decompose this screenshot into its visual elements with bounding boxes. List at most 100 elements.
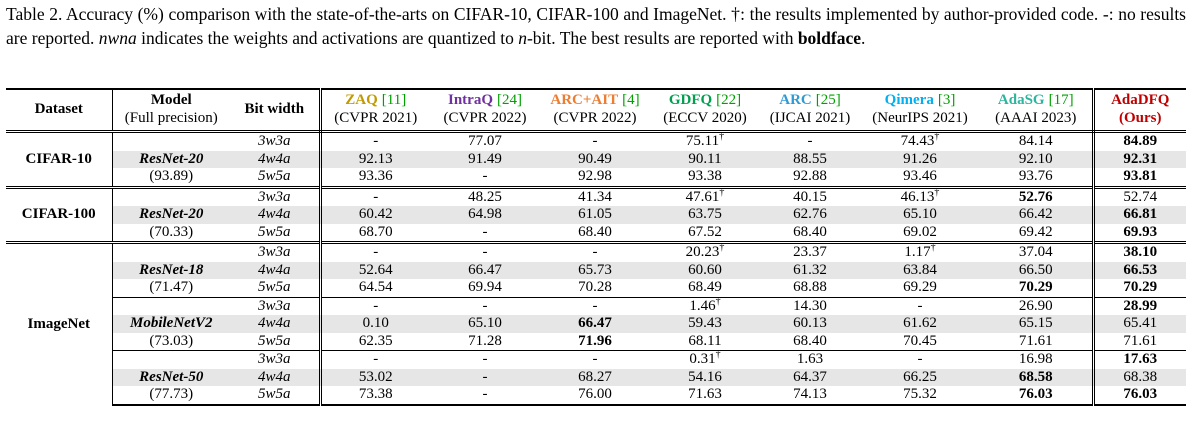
table-row: ResNet-18 4w4a 52.64 66.47 65.73 60.60 61.32 63… — [6, 261, 1186, 279]
method-name: AdaDFQ — [1111, 92, 1170, 108]
method-ref: [25] — [815, 92, 841, 108]
value-cell: 71.61 — [1123, 332, 1158, 349]
header-cell: ZAQ [11] (CVPR 2021) — [320, 88, 430, 133]
value-cell: 65.10 — [430, 315, 540, 333]
method-venue: (CVPR 2021) — [334, 109, 418, 126]
value-cell: 0.31† — [650, 350, 760, 369]
model-fp: (71.47) — [149, 279, 194, 295]
caption-text: n — [518, 28, 527, 48]
value-cell: 70.29 — [1093, 279, 1186, 297]
value-cell: 92.10 — [980, 150, 1095, 168]
header-cell: GDFQ [22] (ECCV 2020) — [650, 88, 760, 133]
value-text: 76.03 — [1018, 386, 1053, 402]
value-cell: 68.88 — [793, 279, 827, 295]
value-cell: - — [430, 296, 540, 315]
bit-width: 5w5a — [230, 332, 322, 351]
value-text: 46.13 — [900, 188, 935, 205]
model-cell — [112, 350, 230, 369]
table-row: (70.33) 5w5a 68.70 - 68.40 67.52 68.40 69.02 69.… — [6, 223, 1186, 243]
value-text: 69.93 — [1123, 223, 1158, 240]
method-name: ARC — [779, 92, 812, 108]
value-cell: 54.16 — [650, 368, 760, 386]
method-venue: (AAAI 2023) — [995, 109, 1077, 126]
value-cell: 62.35 — [358, 332, 393, 349]
value-cell: 52.76 — [980, 185, 1095, 206]
value-cell: 93.36 — [358, 168, 393, 184]
value-text: 70.29 — [1123, 279, 1158, 295]
bit-width: 3w3a — [230, 130, 322, 151]
value-cell: 38.10 — [1093, 241, 1186, 262]
value-cell: 64.98 — [430, 206, 540, 224]
results-table: Dataset Model (Full precision) Bit width … — [6, 88, 1186, 406]
value-text: 1.17 — [904, 244, 931, 260]
dagger: † — [934, 131, 940, 142]
value-cell: 60.13 — [760, 315, 860, 333]
value-cell: 92.31 — [1093, 150, 1186, 168]
method-venue: (IJCAI 2021) — [769, 109, 851, 126]
value-text: 47.61 — [685, 188, 720, 205]
value-text: 74.43 — [900, 133, 935, 149]
method-name: GDFQ — [668, 92, 713, 108]
value-cell: 76.03 — [980, 386, 1095, 406]
value-text: 17.63 — [1123, 351, 1158, 367]
value-cell: 46.13† — [860, 185, 980, 206]
value-cell: 65.10 — [860, 206, 980, 224]
value-cell: - — [320, 296, 430, 315]
value-cell: 64.37 — [760, 368, 860, 386]
dataset-cell: CIFAR-10 — [6, 130, 113, 187]
value-cell: - — [760, 130, 860, 151]
value-cell: 70.28 — [578, 279, 612, 295]
value-cell: 41.34 — [540, 185, 650, 206]
value-cell: 90.49 — [540, 150, 650, 168]
header-cell: Qimera [3] (NeurIPS 2021) — [860, 88, 980, 133]
method-ref: [3] — [937, 92, 956, 108]
dataset-cell: ImageNet — [6, 241, 113, 405]
model-fp: (77.73) — [112, 386, 230, 406]
value-cell: 66.81 — [1093, 206, 1186, 224]
bit-width: 3w3a — [230, 350, 322, 369]
value-cell: - — [430, 368, 540, 386]
bit-width: 4w4a — [230, 261, 322, 279]
value-cell: 61.05 — [540, 206, 650, 224]
header-cell: ARC [25] (IJCAI 2021) — [760, 88, 860, 133]
value-cell: - — [320, 350, 430, 369]
header-text: (Full precision) — [124, 109, 218, 126]
value-cell: 93.46 — [903, 168, 937, 184]
method-name: ZAQ — [345, 92, 378, 108]
bit-width: 5w5a — [230, 168, 322, 187]
dagger: † — [715, 295, 721, 307]
value-cell: 59.43 — [650, 315, 760, 333]
method-name: ARC+AIT — [550, 92, 619, 108]
value-cell: 70.29 — [980, 279, 1095, 297]
table-row: CIFAR-10 3w3a -77.07-75.11† -74.43† 84.14 84.… — [6, 130, 1186, 187]
value-cell: 66.25 — [860, 368, 980, 386]
dagger: † — [719, 186, 725, 198]
value-cell: - — [430, 241, 540, 262]
value-cell: 75.11† — [650, 130, 760, 151]
model-cell — [112, 296, 230, 315]
value-cell: 76.03 — [1093, 386, 1186, 406]
table-row: CIFAR-100 3w3a -48.25 41.34 47.61† 40.15 46.13… — [6, 185, 1186, 243]
model-cell — [112, 185, 230, 206]
model-fp: (73.03) — [149, 332, 194, 349]
dataset-cell: CIFAR-100 — [6, 185, 113, 243]
value-cell: 93.38 — [688, 168, 722, 184]
value-text: 66.53 — [1123, 261, 1158, 278]
model-name: ResNet-20 — [112, 206, 230, 224]
value-cell: 66.42 — [980, 206, 1095, 224]
bit-width: 4w4a — [230, 206, 322, 224]
value-cell: 84.14 — [980, 130, 1095, 151]
value-cell: 88.55 — [760, 150, 860, 168]
value-cell: 90.11 — [650, 150, 760, 168]
bit-width: 3w3a — [230, 185, 322, 206]
value-text: 76.03 — [1123, 386, 1158, 402]
table-row: (73.03) 5w5a 62.35 71.28 71.96 68.11 68.40 70.4… — [6, 332, 1186, 351]
value-cell: - — [540, 296, 650, 315]
header-cell: AdaSG [17] (AAAI 2023) — [980, 88, 1095, 133]
value-cell: 84.89 — [1093, 130, 1186, 151]
table-body: CIFAR-10 3w3a -77.07-75.11† -74.43† 84.14 84.… — [6, 130, 1186, 406]
method-venue: (NeurIPS 2021) — [872, 109, 968, 126]
value-cell: 70.45 — [903, 332, 937, 349]
value-text: 75.11 — [685, 133, 720, 149]
